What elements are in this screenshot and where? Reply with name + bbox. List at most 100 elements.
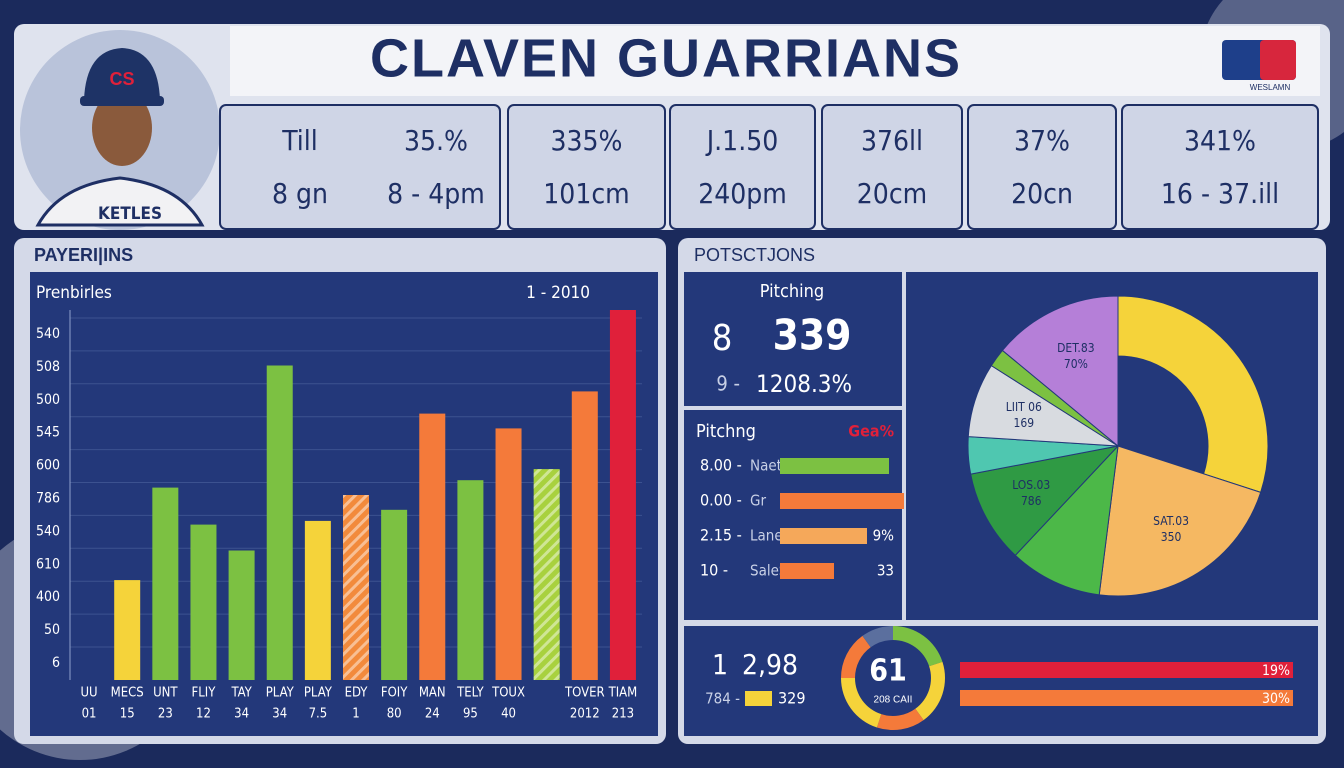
x-tick-sublabel: 34 — [272, 707, 287, 722]
x-tick-sublabel: 01 — [82, 707, 97, 722]
stat-label: Till — [281, 124, 318, 157]
pie-chart: SAT.03 350 LOS.03 786 LIIT 06 169 DET.83 70% — [967, 295, 1269, 597]
y-tick-label: 500 — [36, 392, 60, 408]
pie-slice — [1117, 295, 1269, 493]
cap-letters: CS — [109, 69, 134, 89]
x-tick-label: FLIY — [192, 686, 217, 701]
hbar-title: Pitchng — [696, 421, 756, 442]
panel-title: POTSCTJONS — [694, 245, 815, 265]
row-label: Naet — [750, 457, 782, 475]
progress-bar — [960, 662, 1293, 678]
stat-sub-value: 101cm — [543, 177, 629, 210]
pie-slice — [1001, 295, 1119, 448]
x-tick-sublabel: 24 — [425, 707, 440, 722]
stat-sub-value: 16 - 37.ill — [1161, 177, 1279, 210]
bottom-value: 2,98 — [742, 648, 798, 681]
summary-left: 8 — [712, 318, 733, 359]
y-tick-label: 540 — [36, 523, 60, 539]
x-tick-label: EDY — [345, 686, 369, 701]
stat-card — [821, 104, 963, 230]
bottom-prefix: 1 — [712, 648, 728, 681]
progress-bar — [960, 690, 1293, 706]
bar — [114, 580, 141, 680]
stat-value: 335% — [550, 124, 622, 157]
x-tick-label: MECS — [111, 686, 144, 701]
summary-value: 339 — [773, 311, 852, 360]
face — [92, 90, 152, 166]
bottom-bar-prefix: 784 - — [705, 690, 740, 708]
pie-slice — [1014, 444, 1119, 596]
bottom-box — [684, 626, 1318, 736]
bottom-bar-label: 329 — [778, 689, 805, 708]
title-band — [230, 26, 1320, 96]
stat-card — [1121, 104, 1319, 230]
player-illustration: CS — [35, 48, 205, 227]
stat-sub-value: 20cn — [1011, 177, 1073, 210]
bar — [381, 509, 408, 680]
hbar — [780, 563, 834, 579]
pie-label: LIIT 06 — [1006, 400, 1042, 414]
bar — [571, 391, 598, 680]
pie-slice — [970, 445, 1120, 557]
gauge-segment — [862, 626, 893, 648]
x-tick-sublabel: 2012 — [570, 707, 600, 722]
stat-sub-value: 8 - 4pm — [387, 177, 485, 210]
stat-sub-label: 8 gn — [272, 177, 328, 210]
bar — [228, 550, 255, 680]
row-label: Gr — [750, 492, 766, 510]
row-prefix: 2.15 - — [700, 526, 742, 545]
x-tick-label: UNT — [153, 686, 178, 701]
x-tick-sublabel: 23 — [158, 707, 173, 722]
x-tick-label: TELY — [456, 686, 484, 701]
pie-label: DET.83 — [1057, 341, 1094, 355]
stat-cards: Till 35.% 8 gn 8 - 4pm 335% 101cm J.1.50 240pm 3… — [219, 104, 1319, 230]
summary-box — [684, 272, 902, 406]
pie-slice — [1098, 445, 1262, 597]
player-name: KETLES — [98, 204, 162, 224]
row-prefix: 10 - — [700, 561, 728, 580]
logo-right — [1260, 40, 1296, 80]
gauge-segment — [841, 678, 882, 728]
row-value-label: 9% — [873, 527, 895, 545]
bar-hatch — [533, 469, 560, 680]
chart-title: Prenbirles — [36, 283, 112, 303]
bar — [495, 428, 522, 680]
logo: WESLAMN — [1222, 40, 1296, 92]
gauge-segment — [915, 661, 946, 721]
bottom-bar — [745, 691, 772, 706]
gauge-chart — [841, 626, 946, 731]
pie-label: 786 — [1021, 494, 1042, 508]
gauge-value: 61 — [869, 654, 907, 689]
y-tick-label: 545 — [36, 425, 60, 441]
hbar-annotation: Gea% — [848, 422, 894, 441]
bar-chart: 540 508 500 545 600 786 540 610 400 50 6 UU 01 MECS 15… — [36, 310, 642, 722]
hbar — [780, 458, 889, 474]
bar — [152, 487, 179, 680]
gauge-sub: 208 CAII — [874, 695, 913, 706]
y-tick-label: 50 — [44, 622, 60, 638]
y-tick-label: 6 — [52, 655, 60, 671]
stat-value: 35.% — [404, 124, 468, 157]
summary-sub: 1208.3% — [756, 370, 852, 398]
stat-card — [219, 104, 501, 230]
panel-title: PAYERI|INS — [34, 245, 133, 265]
x-tick-label: PLAY — [266, 686, 295, 701]
pie-label: SAT.03 — [1153, 514, 1189, 528]
summary-sub-left: 9 - — [716, 372, 740, 396]
row-label: Lane — [750, 527, 783, 545]
logo-text: WESLAMN — [1250, 83, 1291, 92]
y-tick-label: 786 — [36, 491, 60, 507]
y-tick-label: 600 — [36, 458, 60, 474]
pie-label: 70% — [1064, 357, 1088, 371]
progress-label: 30% — [1262, 691, 1290, 707]
x-tick-sublabel: 7.5 — [309, 707, 328, 722]
team-title: CLAVEN GUARRIANS — [370, 28, 962, 88]
stat-card — [669, 104, 816, 230]
stat-value: J.1.50 — [705, 124, 779, 157]
pie-label: 350 — [1161, 530, 1182, 544]
pie-label: 169 — [1014, 416, 1035, 430]
jersey — [35, 176, 205, 227]
bar — [266, 365, 293, 680]
